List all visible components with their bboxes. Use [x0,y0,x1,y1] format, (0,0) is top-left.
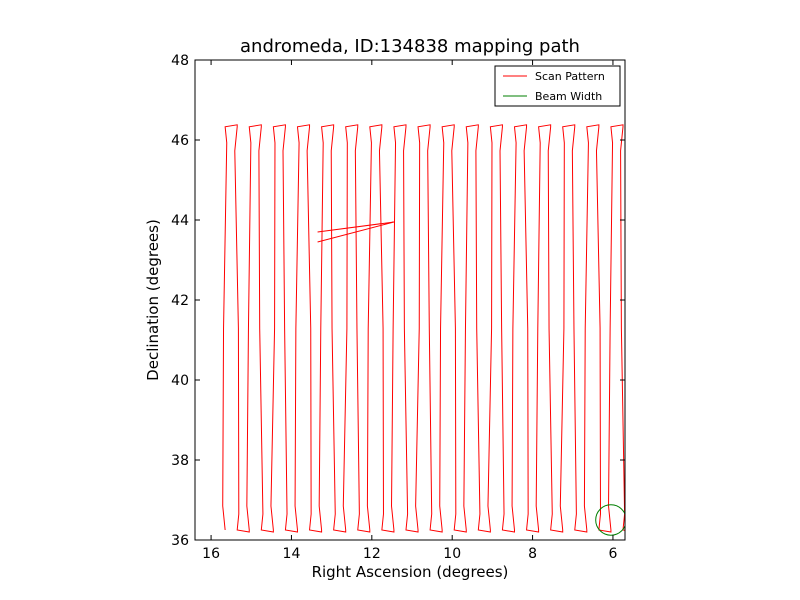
y-tick-label: 44 [171,213,189,229]
y-tick-label: 48 [171,53,189,69]
x-tick-label: 10 [443,546,461,562]
beam-width-circle [595,504,625,536]
legend-beam-width-label: Beam Width [535,90,602,103]
scan-pattern-segment [317,221,395,243]
x-tick-label: 8 [528,546,537,562]
x-tick-label: 12 [363,546,381,562]
scan-pattern-line [222,124,625,533]
x-tick-label: 6 [608,546,617,562]
y-tick-label: 46 [171,133,189,149]
y-axis: 36 38 40 42 44 46 48 [171,53,625,549]
plot-area [195,60,625,540]
y-tick-label: 36 [171,533,189,549]
legend-box [494,65,621,107]
x-tick-label: 16 [202,546,220,562]
chart-title: andromeda, ID:134838 mapping path [240,36,580,57]
y-tick-label: 42 [171,293,189,309]
y-tick-label: 40 [171,373,189,389]
legend: Scan Pattern Beam Width [494,65,621,107]
x-tick-label: 14 [283,546,301,562]
y-tick-label: 38 [171,453,189,469]
legend-scan-pattern-label: Scan Pattern [535,70,605,83]
series-layer [222,124,625,536]
x-axis: 16 14 12 10 8 6 [202,60,617,562]
y-axis-label: Declination (degrees) [144,219,162,381]
x-axis-label: Right Ascension (degrees) [312,563,509,581]
series-group [222,124,625,536]
